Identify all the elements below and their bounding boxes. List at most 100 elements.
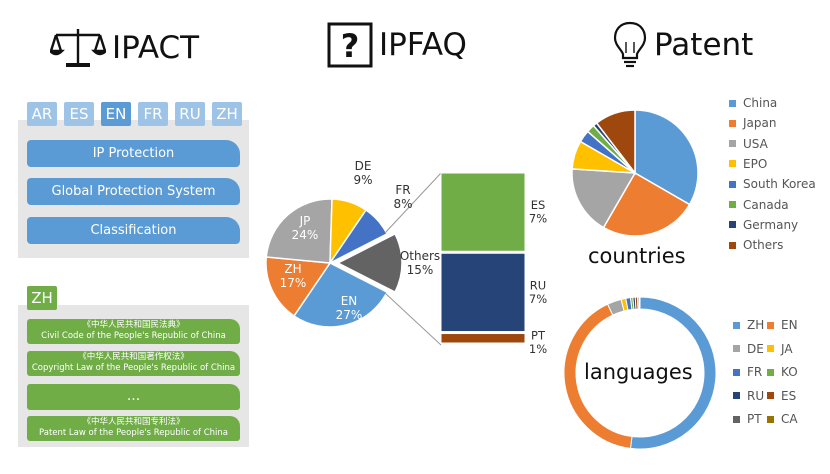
ipact-title: IPACT bbox=[112, 30, 200, 66]
lang-tab-es[interactable]: ES bbox=[64, 102, 94, 126]
legend-label: EN bbox=[781, 318, 798, 332]
country-slice-china bbox=[634, 109, 699, 206]
legend-item-others: Others bbox=[729, 238, 783, 252]
connector-top bbox=[384, 172, 442, 234]
legend-item-fr: FR bbox=[733, 365, 762, 379]
classification-button[interactable]: Classification bbox=[27, 217, 240, 244]
pie-label-jp: JP 24% bbox=[292, 214, 319, 242]
legend-swatch bbox=[733, 345, 740, 352]
legend-swatch bbox=[767, 345, 774, 352]
legend-label: USA bbox=[743, 136, 768, 151]
legend-label: FR bbox=[747, 365, 763, 379]
law-en-title: Patent Law of the People's Republic of C… bbox=[39, 428, 228, 438]
legend-item-ru: RU bbox=[733, 389, 764, 403]
law-civil-code[interactable]: 《中华人民共和国民法典》 Civil Code of the People's … bbox=[27, 319, 240, 344]
country-slice-others bbox=[595, 109, 636, 176]
legend-swatch bbox=[729, 221, 736, 229]
law-zh-title: 《中华人民共和国民法典》 bbox=[82, 320, 185, 330]
lang-tab-fr[interactable]: FR bbox=[138, 102, 168, 126]
patent-header: Patent bbox=[612, 20, 753, 70]
legend-label: JA bbox=[781, 341, 793, 356]
languages-label: languages bbox=[584, 360, 693, 384]
zh-tab[interactable]: ZH bbox=[27, 286, 57, 310]
legend-swatch bbox=[729, 140, 736, 148]
pie-slice-others bbox=[336, 232, 403, 294]
legend-item-germany: Germany bbox=[729, 218, 798, 232]
legend-swatch bbox=[729, 241, 736, 249]
ipact-header: IPACT bbox=[50, 26, 199, 70]
lang-tab-zh[interactable]: ZH bbox=[212, 102, 242, 126]
legend-label: Others bbox=[743, 238, 784, 253]
pie-label-en: EN 27% bbox=[336, 294, 363, 322]
country-slice-japan bbox=[602, 171, 691, 237]
legend-item-china: China bbox=[729, 96, 777, 110]
legend-swatch bbox=[733, 415, 740, 423]
legend-item-japan: Japan bbox=[729, 116, 776, 130]
legend-label: CA bbox=[781, 412, 798, 426]
lang-tab-en[interactable]: EN bbox=[101, 102, 131, 126]
pie-slice-jp bbox=[265, 198, 333, 264]
law-en-title: Civil Code of the People's Republic of C… bbox=[41, 331, 226, 341]
question-mark: ? bbox=[341, 27, 360, 65]
legend-swatch bbox=[767, 415, 774, 423]
law-zh-title: 《中华人民共和国专利法》 bbox=[82, 417, 185, 427]
ipfaq-header: ? IPFAQ bbox=[327, 22, 467, 68]
legend-label: Canada bbox=[743, 197, 789, 212]
legend-label: PT bbox=[747, 412, 762, 426]
legend-label: RU bbox=[747, 388, 765, 403]
legend-item-south-korea: South Korea bbox=[729, 177, 816, 191]
legend-swatch bbox=[767, 392, 774, 399]
legend-swatch bbox=[729, 180, 736, 188]
legend-swatch bbox=[733, 368, 740, 376]
countries-chart bbox=[571, 109, 699, 237]
legend-item-zh: ZH bbox=[733, 318, 764, 332]
law-patent[interactable]: 《中华人民共和国专利法》 Patent Law of the People's … bbox=[27, 416, 240, 441]
lightbulb-icon bbox=[613, 21, 647, 68]
pie-label-others: Others 15% bbox=[400, 249, 440, 277]
legend-label: DE bbox=[747, 341, 764, 356]
connector-bottom bbox=[384, 292, 442, 346]
legend-item-canada: Canada bbox=[729, 198, 789, 212]
legend-item-de: DE bbox=[733, 342, 764, 356]
bar-label-pt: PT 1% bbox=[529, 329, 547, 357]
law-copyright[interactable]: 《中华人民共和国著作权法》 Copyright Law of the Peopl… bbox=[27, 351, 240, 376]
legend-label: KO bbox=[781, 365, 798, 379]
legend-swatch bbox=[729, 160, 736, 168]
legend-label: ES bbox=[781, 388, 797, 403]
legend-swatch bbox=[733, 321, 740, 329]
legend-label: ZH bbox=[747, 318, 765, 332]
patent-title: Patent bbox=[654, 27, 754, 63]
bar-label-es: ES 7% bbox=[529, 198, 547, 226]
pie-label-de: DE 9% bbox=[353, 159, 372, 187]
law-ellipsis[interactable]: ... bbox=[27, 384, 240, 410]
legend-label: EPO bbox=[743, 156, 768, 171]
legend-swatch bbox=[767, 368, 774, 376]
lang-tab-ru[interactable]: RU bbox=[175, 102, 205, 126]
ipfaq-chart: ES 7% RU 7% PT 1% EN 27% ZH 17% JP 24% DE 9% FR 8% Other… bbox=[265, 159, 547, 357]
bar-segment-ru bbox=[440, 252, 526, 333]
legend-swatch bbox=[729, 119, 736, 127]
legend-item-pt: PT bbox=[733, 412, 762, 426]
ip-protection-button[interactable]: IP Protection bbox=[27, 140, 240, 167]
legend-label: Germany bbox=[743, 217, 799, 232]
country-slice-usa bbox=[571, 168, 637, 229]
legend-label: China bbox=[743, 96, 778, 110]
languages-chart bbox=[563, 296, 717, 450]
bar-label-ru: RU 7% bbox=[529, 278, 547, 306]
legend-item-ca: CA bbox=[767, 412, 798, 426]
legend-swatch bbox=[733, 392, 740, 399]
language-slice-ca bbox=[638, 296, 641, 310]
countries-label: countries bbox=[588, 244, 686, 268]
global-protection-system-button[interactable]: Global Protection System bbox=[27, 178, 240, 205]
lang-tab-ar[interactable]: AR bbox=[27, 102, 57, 126]
bar-segment-pt bbox=[440, 333, 526, 344]
pie-slice-fr bbox=[329, 209, 389, 264]
bar-segment-es bbox=[440, 172, 526, 252]
legend-swatch bbox=[767, 321, 774, 329]
legend-item-usa: USA bbox=[729, 137, 768, 151]
law-en-title: Copyright Law of the People's Republic o… bbox=[31, 363, 236, 373]
legend-item-en: EN bbox=[767, 318, 798, 332]
legend-swatch bbox=[729, 201, 736, 208]
pie-slice-en bbox=[292, 262, 389, 328]
legend-item-ko: KO bbox=[767, 365, 798, 379]
